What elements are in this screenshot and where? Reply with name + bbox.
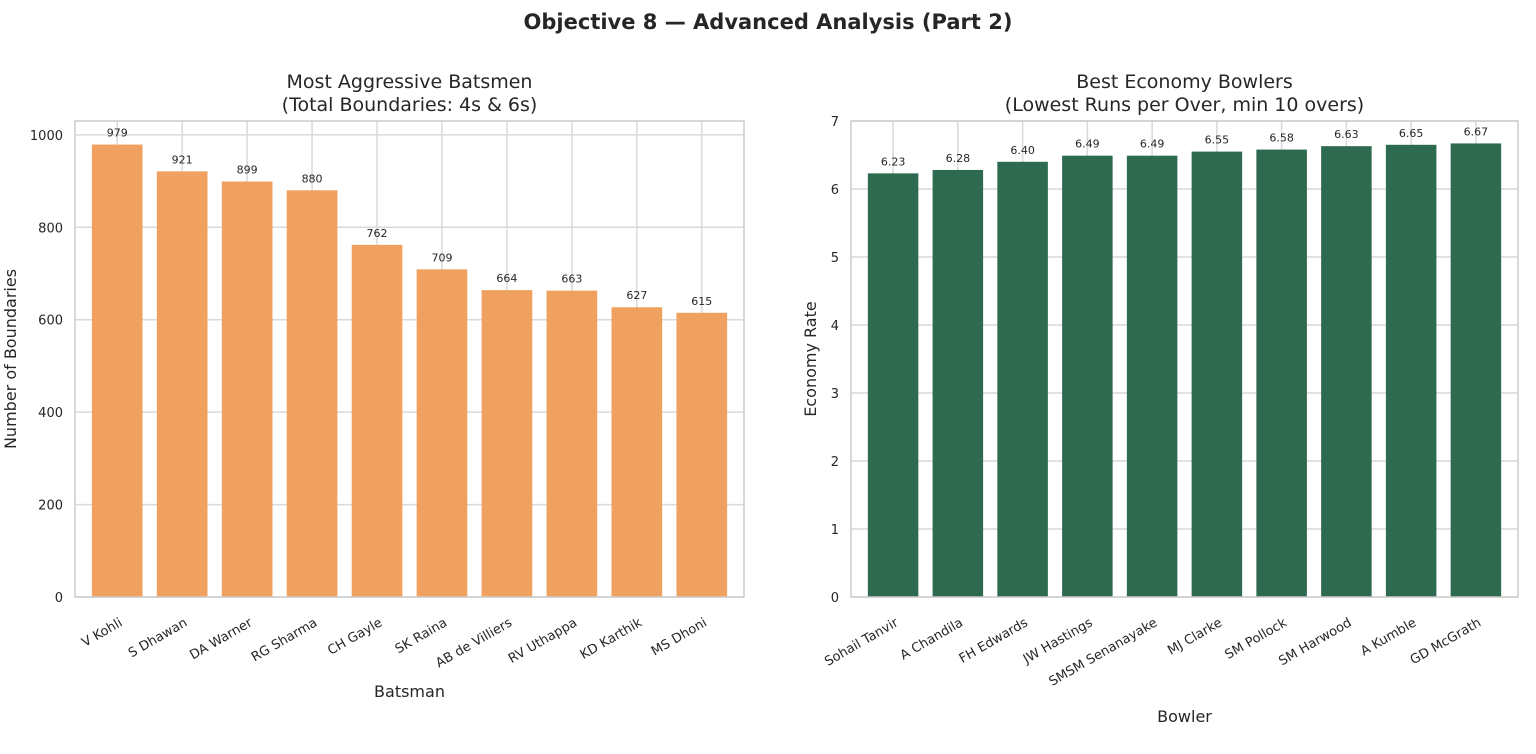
bowlers-xtick-label: Sohail Tanvir	[822, 615, 901, 670]
batsmen-ytick-label: 200	[38, 499, 63, 514]
bowlers-ytick-label: 0	[831, 591, 839, 606]
bowlers-value-label: 6.63	[1334, 128, 1359, 141]
bowlers-bar	[1062, 155, 1113, 597]
figure-title: Objective 8 — Advanced Analysis (Part 2)	[523, 10, 1013, 34]
batsmen-value-label: 880	[302, 172, 323, 185]
batsmen-xtick-label: RG Sharma	[249, 615, 320, 665]
batsmen-value-label: 663	[561, 273, 582, 286]
bowlers-xtick-label: MJ Clarke	[1165, 615, 1225, 658]
batsmen-value-label: 664	[496, 272, 517, 285]
batsmen-bar	[286, 190, 338, 598]
bowlers-ytick-label: 3	[831, 387, 839, 402]
batsmen-value-label: 979	[107, 127, 128, 140]
bowlers-plot-frame	[850, 120, 1519, 598]
batsmen-bar	[351, 244, 403, 598]
bowlers-value-label: 6.55	[1205, 134, 1230, 147]
batsmen-ytick-label: 0	[55, 591, 63, 606]
batsmen-x-axis-label: Batsman	[374, 682, 445, 701]
batsmen-bar	[221, 181, 273, 598]
bowlers-bar	[1256, 149, 1307, 597]
batsmen-bar	[416, 269, 468, 597]
bowlers-bar	[1191, 151, 1243, 597]
bowlers-bar	[1450, 143, 1502, 597]
batsmen-subtitle: (Total Boundaries: 4s & 6s)	[282, 94, 538, 116]
bowlers-value-label: 6.23	[881, 155, 906, 168]
bowlers-x-axis-label: Bowler	[1157, 707, 1212, 726]
batsmen-bar	[546, 290, 598, 597]
batsmen-bar	[481, 290, 533, 597]
batsmen-xtick-label: V Kohli	[79, 615, 125, 650]
bowlers-value-label: 6.65	[1399, 127, 1424, 140]
bowlers-ytick-label: 7	[831, 115, 839, 130]
batsmen-bar	[156, 171, 208, 598]
bowlers-bar	[932, 169, 984, 597]
bowlers-xtick-label: A Chandila	[898, 615, 966, 663]
bowlers-ytick-label: 5	[831, 251, 839, 266]
batsmen-xtick-label: S Dhawan	[126, 615, 190, 661]
batsmen-value-label: 627	[626, 289, 647, 302]
batsmen-ytick-label: 800	[38, 221, 63, 236]
batsmen-bar	[91, 144, 143, 597]
bowlers-bar	[997, 161, 1048, 598]
bowlers-bar	[1321, 146, 1372, 597]
bowlers-ytick-label: 6	[831, 183, 839, 198]
bowlers-xtick-label: SMSM Senanayake	[1047, 615, 1161, 689]
batsmen-xtick-label: RV Uthappa	[506, 615, 580, 666]
batsmen-plot-frame	[74, 120, 745, 598]
batsmen-bar	[611, 307, 663, 597]
bowlers-xtick-label: GD McGrath	[1408, 615, 1484, 668]
bowlers-value-label: 6.28	[946, 152, 971, 165]
batsmen-xtick-label: SK Raina	[393, 615, 450, 657]
batsmen-ytick-label: 600	[38, 314, 63, 329]
bowlers-value-label: 6.67	[1464, 125, 1489, 138]
bowlers-value-label: 6.40	[1010, 144, 1035, 157]
bowlers-value-label: 6.49	[1075, 138, 1100, 151]
batsmen-ytick-label: 1000	[30, 129, 63, 144]
bowlers-bar	[1385, 144, 1437, 598]
batsmen-value-label: 921	[172, 153, 193, 166]
bowlers-chart: 0 1 2 3 4 5 6 7 6.23 Sohail Tanvir 6.28 A Chandila 6…	[801, 71, 1519, 726]
batsmen-value-label: 615	[691, 295, 712, 308]
bowlers-bar	[1126, 155, 1178, 597]
bowlers-value-label: 6.49	[1140, 138, 1165, 151]
batsmen-value-label: 762	[367, 227, 388, 240]
batsmen-title: Most Aggressive Batsmen	[287, 71, 533, 93]
bowlers-bar	[867, 173, 919, 598]
batsmen-xtick-label: KD Karthik	[578, 615, 645, 663]
batsmen-chart: 0 200 400 600 800 1000 979 V Kohli 921 S Dhawan 89…	[1, 71, 745, 701]
bowlers-title: Best Economy Bowlers	[1076, 71, 1293, 93]
bowlers-subtitle: (Lowest Runs per Over, min 10 overs)	[1005, 94, 1364, 116]
bowlers-xtick-label: FH Edwards	[957, 615, 1031, 666]
bowlers-y-axis-label: Economy Rate	[801, 301, 820, 416]
bowlers-xtick-label: SM Harwood	[1276, 615, 1354, 669]
bowlers-ytick-label: 1	[831, 523, 839, 538]
batsmen-value-label: 899	[237, 164, 258, 177]
batsmen-bar	[676, 312, 728, 597]
batsmen-xtick-label: CH Gayle	[325, 615, 385, 658]
batsmen-value-label: 709	[431, 251, 452, 264]
batsmen-xtick-label: MS Dhoni	[649, 615, 710, 659]
batsmen-ytick-label: 400	[38, 406, 63, 421]
bowlers-value-label: 6.58	[1269, 132, 1294, 145]
bowlers-ytick-label: 2	[831, 455, 839, 470]
batsmen-xtick-label: DA Warner	[187, 615, 255, 663]
bowlers-ytick-label: 4	[831, 319, 839, 334]
batsmen-y-axis-label: Number of Boundaries	[1, 269, 20, 449]
